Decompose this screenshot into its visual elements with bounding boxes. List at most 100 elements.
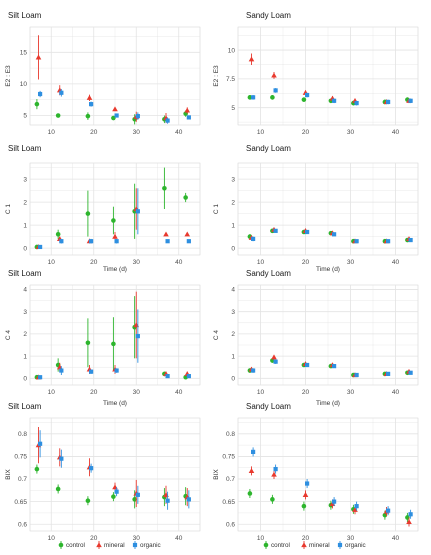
x-tick-label: 40 (392, 129, 400, 136)
data-point-organic (354, 504, 359, 509)
legend-key-mineral (96, 542, 102, 548)
data-point-organic (59, 368, 64, 373)
chart-panel-6: 10 20 30 40 0.6 0.65 0.7 0.75 0.8 Silt Loam BIX (5, 402, 201, 542)
panel-title: Sandy Loam (246, 144, 291, 153)
legend-key-organic (132, 542, 138, 548)
data-point-organic (59, 239, 64, 244)
x-tick-label: 40 (175, 535, 183, 542)
data-point-organic (408, 98, 413, 103)
y-tick-label: 1 (23, 222, 27, 229)
series-organic (251, 359, 413, 378)
x-tick-label: 10 (257, 535, 265, 542)
series-organic (251, 447, 413, 519)
data-point-mineral (112, 233, 118, 239)
y-tick-label: 2 (231, 199, 235, 206)
data-point-mineral (184, 231, 191, 237)
legend-key-control (58, 542, 64, 548)
y-axis-label: C 4 (213, 330, 220, 341)
data-point-organic (114, 489, 119, 494)
chart-panel-7: 10 20 30 40 0.6 0.65 0.7 0.75 0.8 Sandy Loam BIX (213, 402, 419, 542)
chart-panel-0: 10 20 30 40 5 10 15 Silt Loam E2 : E3 (5, 11, 201, 136)
data-point-organic (332, 232, 337, 237)
data-point-organic (408, 237, 413, 243)
data-point-mineral (86, 95, 93, 100)
y-tick-label: 1 (231, 222, 235, 229)
data-point-organic (38, 244, 43, 250)
legend-key-organic (337, 542, 343, 548)
y-tick-label: 0.65 (222, 499, 235, 506)
data-point-control (111, 341, 116, 347)
chart-panel-4: 10 20 30 40 0 1 2 3 4 Silt Loam C 4 Time (d) (5, 269, 201, 407)
y-tick-label: 0.8 (226, 431, 235, 438)
data-point-control (34, 101, 40, 107)
data-point-control (111, 494, 116, 499)
y-tick-label: 0 (231, 376, 235, 383)
data-point-control (85, 498, 91, 504)
data-point-organic (165, 239, 170, 244)
legend-label: control (66, 542, 85, 549)
data-point-mineral (163, 231, 169, 237)
data-point-control (301, 503, 307, 509)
legend-key-control (263, 542, 269, 548)
y-tick-label: 0.6 (18, 521, 27, 528)
x-tick-label: 10 (48, 389, 56, 396)
data-point-mineral (35, 54, 42, 60)
data-point-organic (305, 229, 310, 235)
data-point-mineral (271, 354, 277, 360)
panel-title: Silt Loam (8, 269, 42, 278)
legend-label: mineral (309, 542, 330, 549)
data-point-control (55, 486, 61, 492)
y-tick-label: 0.8 (18, 431, 27, 438)
x-tick-label: 30 (133, 259, 141, 266)
chart-panel-5: 10 20 30 40 0 1 2 3 4 Sandy Loam C 4 Time (d) (213, 269, 419, 407)
data-point-control (85, 113, 91, 119)
legend: control mineral organic (58, 541, 161, 549)
x-axis-label: Time (d) (103, 400, 127, 407)
y-tick-label: 0.6 (226, 521, 235, 528)
x-tick-label: 10 (257, 389, 265, 396)
data-point-mineral (248, 468, 255, 473)
series-control (34, 99, 188, 125)
data-point-organic (273, 88, 278, 93)
data-point-organic (59, 90, 64, 95)
data-point-organic (386, 99, 391, 105)
data-point-control (301, 97, 307, 102)
chart-panel-1: 10 20 30 40 5 7.5 10 Sandy Loam E2 : E3 (213, 11, 419, 136)
x-tick-label: 40 (392, 259, 400, 266)
y-axis-label: C 4 (5, 330, 12, 341)
y-axis-label: BIX (5, 469, 12, 480)
y-axis-label: C 1 (5, 204, 12, 215)
data-point-organic (354, 372, 359, 378)
series-organic (38, 188, 191, 250)
series-control (34, 167, 188, 250)
data-point-organic (89, 102, 94, 107)
data-point-organic (186, 374, 191, 379)
y-tick-label: 0 (231, 245, 235, 252)
legend-label: organic (345, 542, 366, 549)
series-mineral (35, 35, 191, 124)
legend-item-organic: organic (337, 541, 366, 549)
data-point-control (85, 211, 91, 216)
data-point-organic (135, 114, 140, 119)
series-organic (38, 309, 191, 380)
y-tick-label: 10 (228, 47, 236, 54)
y-tick-label: 2 (23, 199, 27, 206)
data-point-control (247, 491, 253, 496)
data-point-organic (89, 239, 94, 244)
data-point-organic (386, 239, 391, 244)
data-point-mineral (406, 519, 412, 525)
x-tick-label: 30 (133, 129, 141, 136)
x-tick-label: 40 (175, 129, 183, 136)
panel-title: Silt Loam (8, 402, 42, 411)
data-point-mineral (302, 492, 309, 497)
y-tick-label: 7.5 (226, 76, 235, 83)
x-tick-label: 20 (302, 129, 310, 136)
data-point-control (162, 186, 167, 191)
data-point-organic (251, 368, 256, 373)
panel-title: Silt Loam (8, 11, 42, 20)
data-point-organic (38, 375, 43, 380)
data-point-organic (354, 100, 359, 106)
data-point-control (55, 232, 61, 237)
panel-title: Sandy Loam (246, 269, 291, 278)
